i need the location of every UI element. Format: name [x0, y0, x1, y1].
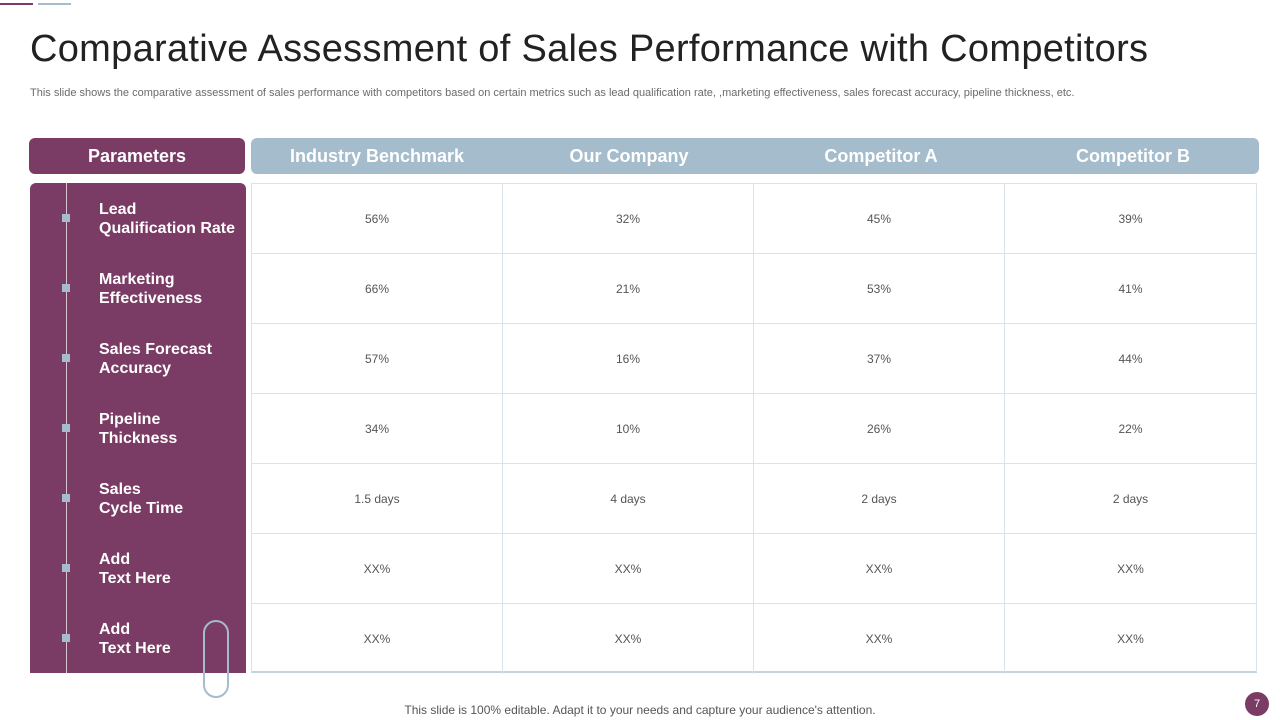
parameter-row: Lead Qualification Rate: [30, 183, 246, 253]
bullet-icon: [62, 354, 70, 362]
bullet-icon: [62, 494, 70, 502]
table-cell: 56%: [252, 184, 503, 253]
bullet-icon: [62, 284, 70, 292]
table-cell: 53%: [754, 254, 1005, 323]
parameter-label: Add Text Here: [99, 551, 171, 587]
table-cell: XX%: [503, 534, 754, 603]
column-header-competitor-a: Competitor A: [824, 145, 938, 166]
parameter-label: Pipeline Thickness: [99, 411, 178, 447]
parameter-label: Sales Cycle Time: [99, 481, 184, 517]
table-cell: 57%: [252, 324, 503, 393]
table-cell: XX%: [252, 604, 503, 674]
table-cell: 1.5 days: [252, 464, 503, 533]
bullet-icon: [62, 214, 70, 222]
values-table: 56% 32% 45% 39% 66% 21% 53% 41% 57% 16% …: [251, 183, 1257, 674]
slide-title: Comparative Assessment of Sales Performa…: [30, 28, 1149, 70]
table-cell: 32%: [503, 184, 754, 253]
parameter-row: Sales Cycle Time: [30, 463, 246, 533]
table-row: 56% 32% 45% 39%: [252, 184, 1256, 254]
table-cell: 21%: [503, 254, 754, 323]
parameters-panel: Lead Qualification Rate Marketing Effect…: [30, 183, 246, 673]
table-cell: 37%: [754, 324, 1005, 393]
table-row: 66% 21% 53% 41%: [252, 254, 1256, 324]
bullet-icon: [62, 564, 70, 572]
decorative-pill-outline: [203, 620, 229, 698]
column-header-our-company: Our Company: [569, 145, 689, 166]
table-cell: XX%: [1117, 632, 1144, 646]
table-cell: XX%: [754, 604, 1005, 674]
table-row: 57% 16% 37% 44%: [252, 324, 1256, 394]
table-cell: 41%: [1118, 281, 1143, 296]
table-row: XX% XX% XX% XX%: [252, 534, 1256, 604]
slide-subtitle: This slide shows the comparative assessm…: [30, 87, 1075, 99]
table-row: 34% 10% 26% 22%: [252, 394, 1256, 464]
table-cell: 22%: [1118, 421, 1143, 436]
accent-line-secondary: [38, 3, 71, 5]
table-cell: 4 days: [503, 464, 754, 533]
table-cell: 34%: [252, 394, 503, 463]
table-cell: XX%: [252, 534, 503, 603]
parameter-row: Sales Forecast Accuracy: [30, 323, 246, 393]
column-header-competitor-b: Competitor B: [1076, 145, 1190, 166]
bullet-icon: [62, 424, 70, 432]
table-cell: 2 days: [1112, 491, 1149, 506]
parameter-label: Lead Qualification Rate: [99, 201, 236, 237]
table-cell: 26%: [754, 394, 1005, 463]
parameter-row: Add Text Here: [30, 533, 246, 603]
parameter-row: Marketing Effectiveness: [30, 253, 246, 323]
table-cell: 16%: [503, 324, 754, 393]
table-row: XX% XX% XX% XX%: [252, 604, 1256, 674]
table-cell: 39%: [1118, 211, 1143, 226]
table-cell: XX%: [754, 534, 1005, 603]
table-cell: XX%: [503, 604, 754, 674]
page-number-badge: 7: [1245, 692, 1269, 716]
table-cell: 66%: [252, 254, 503, 323]
table-row: 1.5 days 4 days 2 days 2 days: [252, 464, 1256, 534]
parameter-label: Marketing Effectiveness: [99, 271, 203, 307]
table-cell: 45%: [754, 184, 1005, 253]
parameter-row: Add Text Here: [30, 603, 246, 673]
table-cell: 2 days: [754, 464, 1005, 533]
parameter-label: Add Text Here: [99, 621, 171, 657]
parameters-header: Parameters: [29, 138, 245, 174]
bullet-icon: [62, 634, 70, 642]
parameter-label: Sales Forecast Accuracy: [99, 341, 212, 377]
table-cell: 10%: [503, 394, 754, 463]
columns-header: Industry Benchmark Our Company Competito…: [251, 138, 1259, 174]
accent-line-primary: [0, 3, 33, 5]
table-cell: 44%: [1118, 351, 1143, 366]
table-cell: XX%: [1117, 561, 1144, 576]
column-header-industry-benchmark: Industry Benchmark: [289, 145, 465, 166]
parameter-row: Pipeline Thickness: [30, 393, 246, 463]
footer-note: This slide is 100% editable. Adapt it to…: [404, 703, 876, 717]
